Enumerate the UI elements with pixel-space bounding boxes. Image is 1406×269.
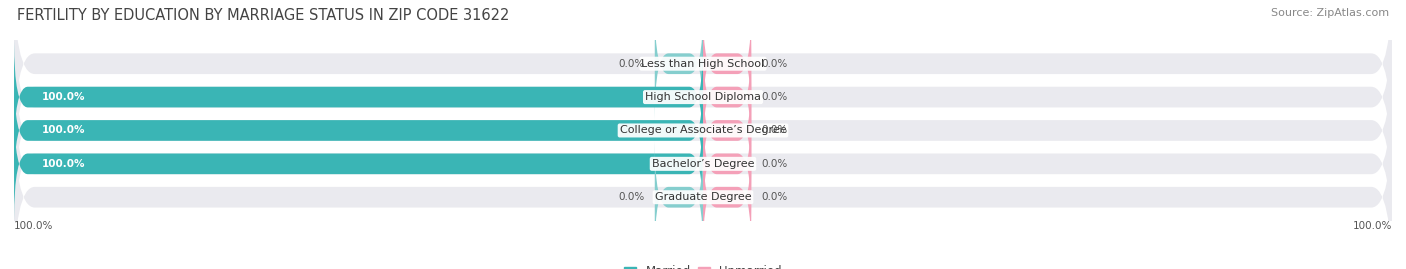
FancyBboxPatch shape (14, 41, 703, 154)
FancyBboxPatch shape (703, 141, 751, 254)
Text: 0.0%: 0.0% (762, 159, 787, 169)
Text: FERTILITY BY EDUCATION BY MARRIAGE STATUS IN ZIP CODE 31622: FERTILITY BY EDUCATION BY MARRIAGE STATU… (17, 8, 509, 23)
FancyBboxPatch shape (14, 41, 1392, 220)
Text: 100.0%: 100.0% (1353, 221, 1392, 231)
FancyBboxPatch shape (14, 107, 1392, 269)
Text: 0.0%: 0.0% (762, 125, 787, 136)
Text: 100.0%: 100.0% (42, 159, 86, 169)
FancyBboxPatch shape (14, 0, 1392, 154)
Text: College or Associate’s Degree: College or Associate’s Degree (620, 125, 786, 136)
FancyBboxPatch shape (703, 107, 751, 220)
Text: 100.0%: 100.0% (42, 92, 86, 102)
Text: Less than High School: Less than High School (641, 59, 765, 69)
FancyBboxPatch shape (703, 7, 751, 120)
FancyBboxPatch shape (703, 41, 751, 154)
Text: 0.0%: 0.0% (762, 92, 787, 102)
FancyBboxPatch shape (14, 7, 1392, 187)
Text: Source: ZipAtlas.com: Source: ZipAtlas.com (1271, 8, 1389, 18)
FancyBboxPatch shape (14, 107, 703, 220)
FancyBboxPatch shape (14, 74, 1392, 254)
FancyBboxPatch shape (655, 141, 703, 254)
FancyBboxPatch shape (655, 7, 703, 120)
Text: 0.0%: 0.0% (619, 59, 644, 69)
FancyBboxPatch shape (14, 74, 703, 187)
Text: 100.0%: 100.0% (14, 221, 53, 231)
Text: 0.0%: 0.0% (762, 59, 787, 69)
Legend: Married, Unmarried: Married, Unmarried (620, 261, 786, 269)
Text: Graduate Degree: Graduate Degree (655, 192, 751, 202)
FancyBboxPatch shape (703, 74, 751, 187)
Text: 0.0%: 0.0% (619, 192, 644, 202)
Text: 0.0%: 0.0% (762, 192, 787, 202)
Text: 100.0%: 100.0% (42, 125, 86, 136)
Text: Bachelor’s Degree: Bachelor’s Degree (652, 159, 754, 169)
Text: High School Diploma: High School Diploma (645, 92, 761, 102)
